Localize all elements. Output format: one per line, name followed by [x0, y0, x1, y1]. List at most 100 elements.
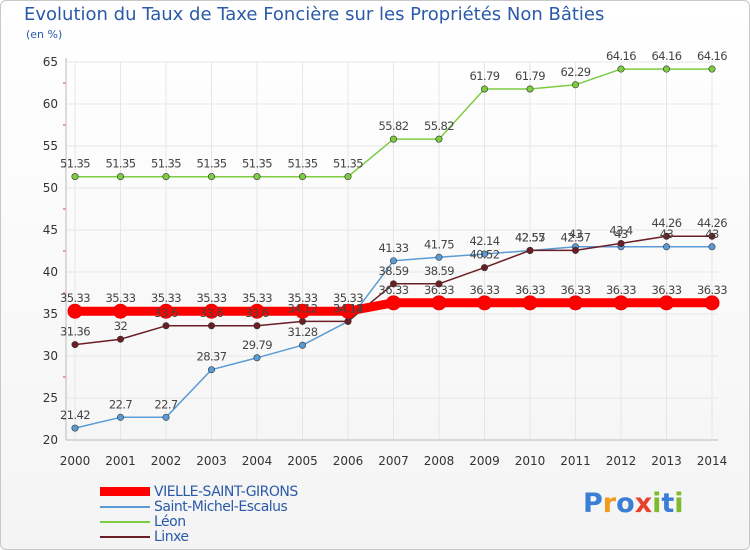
data-label-saint-michel-escalus-2007: 41.33	[379, 241, 409, 255]
logo-letter: t	[661, 488, 675, 519]
data-point-vielle-saint-girons-2012	[613, 295, 629, 311]
data-label-vielle-saint-girons-2004: 35.33	[242, 291, 272, 305]
legend-label-leon: Léon	[154, 513, 186, 530]
legend-item-saint-michel-escalus: Saint-Michel-Escalus	[100, 498, 298, 515]
data-label-linxe-2005: 34.12	[288, 301, 318, 315]
data-label-vielle-saint-girons-2008: 36.33	[424, 283, 454, 297]
data-label-leon-2009: 61.79	[470, 69, 500, 83]
x-tick-label-2001: 2001	[105, 454, 136, 468]
data-label-saint-michel-escalus-2014: 43	[705, 227, 719, 241]
data-label-saint-michel-escalus-2006: 34.12	[333, 301, 363, 315]
y-tick-label-35: 35	[43, 307, 58, 321]
data-point-leon-2002	[162, 173, 170, 181]
data-label-vielle-saint-girons-2014: 36.33	[697, 283, 727, 297]
data-point-leon-2010	[526, 85, 534, 93]
data-point-leon-2009	[480, 85, 488, 93]
data-label-vielle-saint-girons-2009: 36.33	[470, 283, 500, 297]
data-point-linxe-2006	[344, 317, 352, 325]
data-label-leon-2001: 51.35	[106, 157, 136, 171]
data-label-vielle-saint-girons-2005: 35.33	[288, 291, 318, 305]
data-label-leon-2004: 51.35	[242, 157, 272, 171]
data-point-saint-michel-escalus-2013	[662, 243, 670, 251]
data-label-saint-michel-escalus-2003: 28.37	[197, 350, 227, 364]
data-point-linxe-2014	[708, 232, 716, 240]
data-point-leon-2007	[389, 135, 397, 143]
data-label-vielle-saint-girons-2002: 35.33	[151, 291, 181, 305]
data-point-leon-2004	[253, 173, 261, 181]
data-point-linxe-2009	[480, 264, 488, 272]
data-label-leon-2011: 62.29	[561, 65, 591, 79]
data-point-saint-michel-escalus-2000	[71, 424, 79, 432]
data-label-linxe-2014: 44.26	[697, 216, 727, 230]
data-point-saint-michel-escalus-2003	[208, 366, 216, 374]
data-label-leon-2006: 51.35	[333, 157, 363, 171]
data-point-vielle-saint-girons-2014	[704, 295, 720, 311]
legend-item-vielle-saint-girons: VIELLE-SAINT-GIRONS	[100, 483, 298, 500]
y-tick-label-25: 25	[43, 391, 58, 405]
data-label-saint-michel-escalus-2004: 29.79	[242, 338, 272, 352]
x-tick-label-2010: 2010	[515, 454, 546, 468]
data-label-leon-2013: 64.16	[652, 49, 682, 63]
data-point-saint-michel-escalus-2004	[253, 354, 261, 362]
data-point-saint-michel-escalus-2001	[117, 413, 125, 421]
logo-letter: i	[674, 488, 684, 519]
data-point-leon-2012	[617, 65, 625, 73]
data-label-saint-michel-escalus-2000: 21.42	[60, 408, 90, 422]
data-point-saint-michel-escalus-2014	[708, 243, 716, 251]
logo-letter: r	[602, 488, 617, 519]
data-label-linxe-2004: 33.6	[245, 306, 268, 320]
x-tick-label-2014: 2014	[697, 454, 728, 468]
data-label-vielle-saint-girons-2013: 36.33	[652, 283, 682, 297]
proxiti-logo: Proxiti	[583, 488, 684, 519]
legend-label-vielle-saint-girons: VIELLE-SAINT-GIRONS	[154, 483, 298, 500]
data-label-linxe-2012: 43.4	[609, 223, 632, 237]
data-point-vielle-saint-girons-2000	[67, 303, 83, 319]
data-point-leon-2005	[298, 173, 306, 181]
data-label-saint-michel-escalus-2005: 31.28	[288, 325, 318, 339]
data-label-saint-michel-escalus-2012: 43	[614, 227, 628, 241]
y-tick-label-50: 50	[43, 181, 58, 195]
data-label-linxe-2008: 38.59	[424, 264, 454, 278]
y-tick-label-40: 40	[43, 265, 58, 279]
data-point-linxe-2012	[617, 239, 625, 247]
x-tick-label-2006: 2006	[333, 454, 364, 468]
data-point-vielle-saint-girons-2007	[386, 295, 401, 311]
data-point-linxe-2010	[526, 246, 534, 254]
data-point-leon-2003	[208, 173, 216, 181]
data-label-vielle-saint-girons-2003: 35.33	[197, 291, 227, 305]
data-label-vielle-saint-girons-2006: 35.33	[333, 291, 363, 305]
data-label-saint-michel-escalus-2008: 41.75	[424, 237, 454, 251]
data-label-linxe-2011: 42.57	[561, 230, 591, 244]
x-tick-label-2009: 2009	[469, 454, 500, 468]
data-point-leon-2008	[435, 135, 443, 143]
legend-swatch-saint-michel-escalus	[100, 505, 150, 508]
data-label-linxe-2007: 38.59	[379, 264, 409, 278]
data-point-linxe-2004	[253, 322, 261, 330]
data-point-saint-michel-escalus-2005	[298, 341, 306, 349]
data-label-leon-2007: 55.82	[379, 119, 409, 133]
legend-swatch-leon	[100, 520, 150, 523]
data-label-vielle-saint-girons-2012: 36.33	[606, 283, 636, 297]
data-label-vielle-saint-girons-2000: 35.33	[60, 291, 90, 305]
x-tick-label-2002: 2002	[151, 454, 182, 468]
data-label-vielle-saint-girons-2007: 36.33	[379, 283, 409, 297]
data-label-linxe-2006: 34.14	[333, 301, 363, 315]
data-point-vielle-saint-girons-2006	[340, 303, 356, 319]
data-label-linxe-2010: 42.57	[515, 230, 545, 244]
legend-swatch-vielle-saint-girons	[100, 487, 150, 496]
data-label-leon-2008: 55.82	[424, 119, 454, 133]
legend-label-saint-michel-escalus: Saint-Michel-Escalus	[154, 498, 288, 515]
legend-item-leon: Léon	[100, 513, 298, 530]
data-point-linxe-2005	[298, 317, 306, 325]
data-label-saint-michel-escalus-2002: 22.7	[154, 397, 177, 411]
data-point-vielle-saint-girons-2001	[113, 303, 128, 319]
data-label-leon-2002: 51.35	[151, 157, 181, 171]
logo-letter: i	[652, 488, 662, 519]
x-tick-label-2007: 2007	[378, 454, 409, 468]
data-point-vielle-saint-girons-2011	[568, 295, 583, 311]
legend-label-linxe: Linxe	[154, 528, 189, 545]
data-point-vielle-saint-girons-2013	[659, 295, 674, 311]
y-axis-unit: (en %)	[26, 28, 63, 41]
